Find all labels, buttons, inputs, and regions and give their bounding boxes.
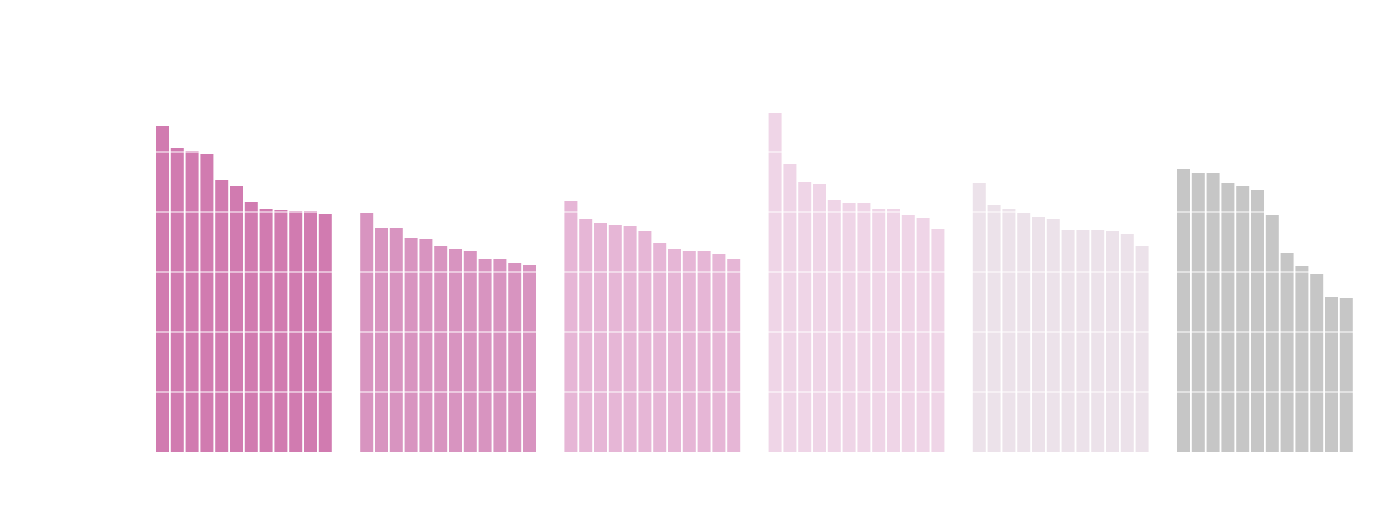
bar: [1310, 274, 1324, 452]
bar: [1206, 173, 1220, 452]
bar: [872, 209, 886, 452]
bar: [478, 259, 492, 452]
bar: [579, 219, 593, 452]
bar: [1295, 266, 1309, 452]
bar: [798, 182, 812, 452]
bar: [244, 202, 258, 452]
bar: [842, 203, 856, 452]
bar: [185, 151, 199, 452]
bar: [1339, 298, 1353, 452]
bar-group-6: [1177, 169, 1353, 452]
bar: [712, 254, 726, 452]
bar: [1251, 190, 1264, 452]
bar-group-3: [564, 201, 741, 452]
bar: [1191, 173, 1205, 452]
bar: [727, 259, 741, 452]
bar: [1032, 217, 1045, 452]
bar: [987, 205, 1001, 452]
bar: [463, 251, 477, 452]
bar: [1002, 209, 1016, 452]
bar: [813, 184, 826, 452]
bar: [1236, 186, 1250, 452]
bar: [972, 183, 986, 452]
bar: [668, 249, 681, 452]
bar: [434, 246, 448, 452]
bar: [638, 231, 652, 452]
bar: [318, 214, 332, 452]
bar: [215, 180, 229, 452]
gridlines: [152, 151, 1359, 393]
bar: [1177, 169, 1190, 452]
bar: [1325, 297, 1338, 452]
bar: [274, 210, 288, 452]
bar: [389, 228, 403, 452]
bar: [1076, 230, 1090, 452]
bar: [931, 229, 945, 452]
bar: [508, 263, 522, 452]
bar: [682, 251, 696, 452]
bar: [857, 203, 871, 452]
bar-group-5: [972, 183, 1149, 452]
bar: [156, 126, 169, 452]
bar: [230, 186, 243, 452]
bars-layer: [156, 113, 1353, 452]
bar: [887, 209, 900, 452]
bar: [1061, 230, 1075, 452]
bar: [449, 249, 462, 452]
bar-group-4: [768, 113, 945, 452]
bar: [1046, 219, 1060, 452]
bar-group-2: [360, 213, 536, 452]
bar: [375, 228, 388, 452]
bar: [916, 218, 930, 452]
bar: [1091, 230, 1105, 452]
bar: [1221, 183, 1235, 452]
bar: [564, 201, 578, 452]
bar: [608, 225, 622, 452]
bar: [419, 239, 433, 452]
bar: [783, 164, 797, 452]
bar: [697, 251, 711, 452]
bar: [594, 223, 607, 452]
bar: [523, 265, 536, 452]
bar: [170, 148, 184, 452]
bar: [259, 209, 273, 452]
bar: [1280, 253, 1294, 452]
bar: [653, 243, 667, 452]
bar: [1120, 234, 1134, 452]
bar: [200, 154, 214, 452]
bar: [768, 113, 782, 452]
bar: [1106, 231, 1119, 452]
bar: [493, 259, 507, 452]
bar: [1135, 246, 1149, 452]
bar: [827, 200, 841, 452]
bar: [623, 226, 637, 452]
bar: [901, 215, 915, 452]
bar: [404, 238, 418, 452]
bar: [1265, 215, 1279, 452]
bar-group-1: [156, 126, 332, 452]
